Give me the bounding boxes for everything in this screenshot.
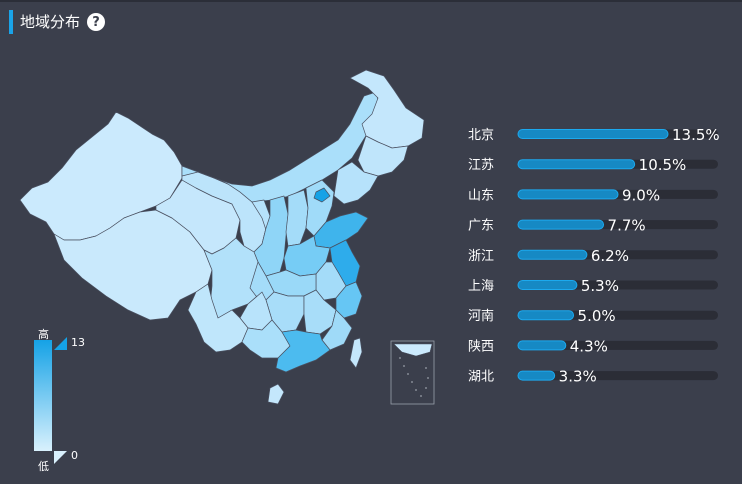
bar-category-label: 浙江 — [468, 249, 494, 264]
bar-category-label: 北京 — [468, 128, 494, 143]
map-region[interactable] — [333, 161, 379, 205]
legend-high-label: 高 — [38, 328, 49, 341]
china-map — [19, 69, 435, 405]
bar-value-label: 7.7% — [608, 217, 646, 235]
bar-category-label: 湖北 — [468, 370, 494, 385]
bar-value-label: 6.2% — [591, 247, 629, 265]
bar[interactable] — [517, 219, 605, 230]
map-region[interactable] — [357, 135, 409, 177]
bar-category-label: 江苏 — [468, 157, 494, 173]
bar[interactable] — [517, 159, 636, 170]
bar[interactable] — [517, 340, 567, 351]
top-border — [0, 0, 742, 2]
bar-value-label: 9.0% — [622, 186, 660, 204]
map-region[interactable] — [267, 383, 285, 405]
panel-header: 地域分布 ? — [9, 9, 106, 35]
bar-value-label: 4.3% — [570, 337, 608, 355]
title-accent — [9, 10, 13, 34]
bar-value-label: 5.0% — [578, 307, 616, 325]
bar-value-label: 10.5% — [639, 156, 687, 174]
bar-track — [518, 340, 718, 350]
bar[interactable] — [517, 189, 619, 200]
bar[interactable] — [517, 280, 578, 290]
legend-high-handle[interactable] — [54, 337, 67, 350]
map-region[interactable] — [313, 187, 331, 203]
bar-category-label: 陕西 — [468, 339, 494, 354]
bar-value-label: 3.3% — [559, 368, 597, 386]
legend-low-label: 低 — [38, 460, 49, 473]
bar-track — [518, 371, 718, 381]
bar-value-label: 13.5% — [672, 126, 720, 144]
legend-max-value: 13 — [71, 336, 85, 349]
bar[interactable] — [517, 310, 575, 321]
question-circle-icon[interactable]: ? — [87, 13, 106, 31]
legend-gradient-bar — [34, 340, 52, 451]
map-region[interactable] — [349, 337, 363, 369]
panel-title: 地域分布 — [20, 13, 81, 31]
legend-min-value: 0 — [71, 449, 78, 462]
bar[interactable] — [517, 370, 556, 381]
map-region[interactable] — [275, 329, 331, 373]
bar-category-label: 上海 — [468, 279, 494, 294]
bar[interactable] — [517, 129, 669, 139]
legend-low-handle[interactable] — [54, 451, 67, 464]
map-region[interactable] — [321, 309, 353, 351]
bar-category-label: 山东 — [468, 188, 494, 203]
bar-category-label: 广东 — [468, 219, 494, 234]
bar-category-label: 河南 — [468, 308, 494, 324]
bar[interactable] — [517, 249, 588, 260]
bar-value-label: 5.3% — [581, 277, 619, 295]
